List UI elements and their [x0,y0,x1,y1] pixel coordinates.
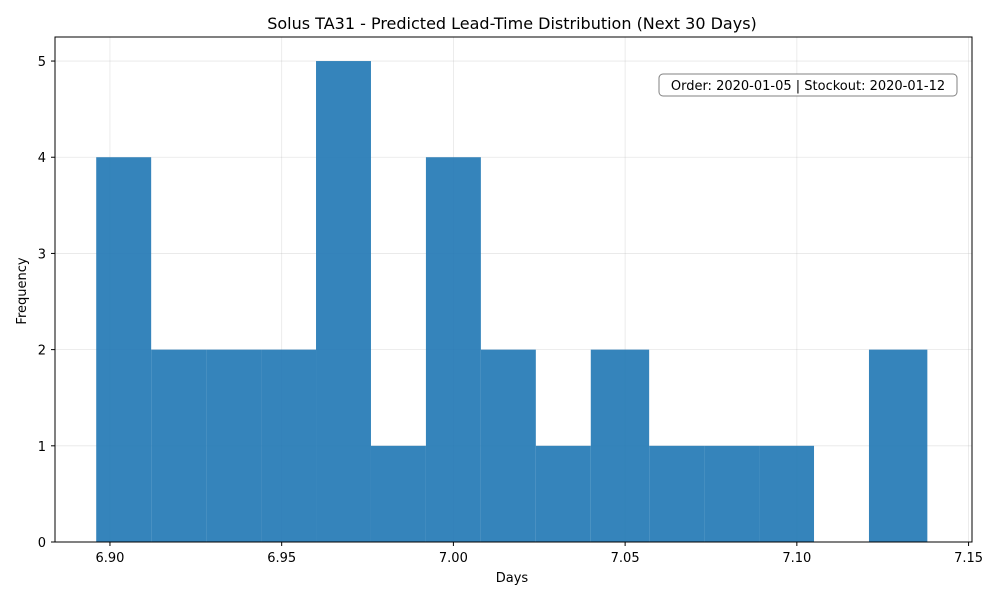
y-tick-label: 2 [38,344,46,359]
chart-title: Solus TA31 - Predicted Lead-Time Distrib… [267,14,757,33]
histogram-bar [370,445,426,542]
x-axis-ticks: 6.90 6.95 7.00 7.05 7.10 7.15 [95,542,983,566]
y-tick-label: 0 [38,536,46,551]
histogram-bar [261,349,317,542]
x-axis-label: Days [496,571,529,586]
histogram-bar [425,157,481,542]
annotation-frame [658,73,958,97]
y-axis-label: Frequency [15,257,30,324]
x-tick-label: 6.95 [267,551,296,566]
histogram-bar [151,349,207,542]
histogram-bar [590,349,650,542]
x-tick-label: 7.00 [439,551,468,566]
histogram-bar [649,445,705,542]
histogram-bar [868,349,928,542]
histogram-bar [535,445,591,542]
x-tick-label: 7.05 [611,551,640,566]
y-tick-label: 3 [38,247,46,262]
histogram-bars [96,61,928,543]
x-tick-label: 6.90 [95,551,124,566]
y-tick-label: 1 [38,440,46,455]
annotation-box: Order: 2020-01-05 | Stockout: 2020-01-12 [658,73,958,97]
x-tick-label: 7.15 [954,551,983,566]
histogram-bar [96,157,152,542]
histogram-bar [704,445,760,542]
histogram-bar [480,349,536,542]
histogram-bar [316,61,371,543]
y-tick-label: 4 [38,151,46,166]
y-tick-label: 5 [38,55,46,70]
plot-frame [54,36,973,543]
x-tick-label: 7.10 [782,551,811,566]
y-axis-ticks: 0 1 2 3 4 5 [38,55,55,551]
histogram-bar [206,349,262,542]
histogram-bar [759,445,815,542]
annotation-text: Order: 2020-01-05 | Stockout: 2020-01-12 [671,79,945,94]
